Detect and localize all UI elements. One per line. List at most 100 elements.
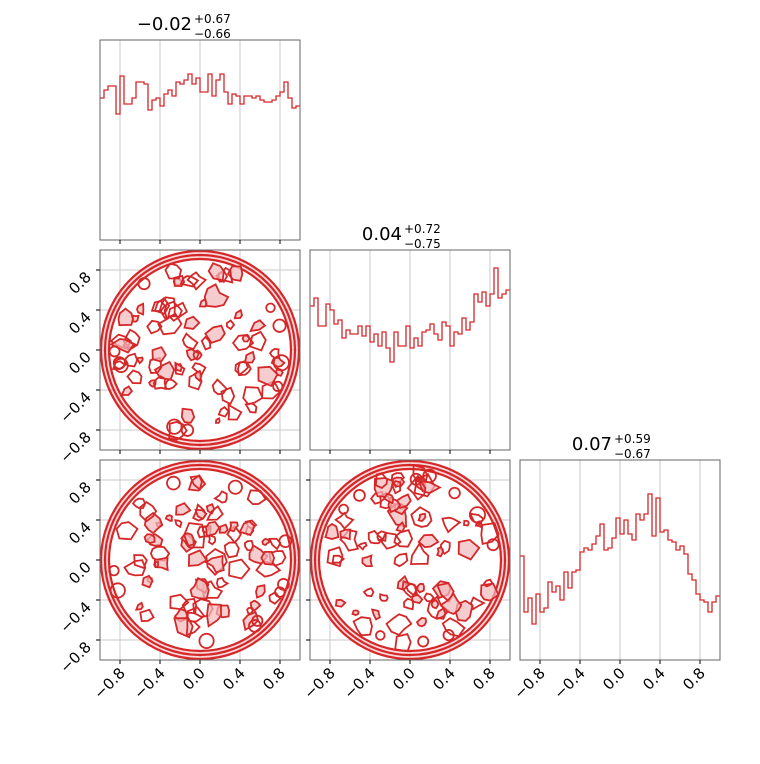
y-tick-label: −0.8 (56, 638, 94, 676)
contour-island (164, 514, 173, 522)
x-tick-label: −0.8 (90, 664, 128, 702)
contour-island (468, 512, 485, 526)
x-tick-label: −0.4 (130, 664, 168, 702)
y-tick-label: −0.4 (56, 598, 94, 636)
contour-edge-loop (248, 619, 262, 633)
x-tick-label: 0.0 (179, 664, 209, 694)
contour-edge-loop (277, 577, 290, 591)
contour-island (134, 601, 144, 611)
contour-edge-loop (137, 277, 151, 291)
contour-island (463, 519, 470, 527)
contour-ring (107, 467, 293, 653)
contour-island (244, 402, 258, 414)
contour-island (394, 632, 412, 653)
contour-island (157, 312, 183, 336)
x-tick-label: 0.8 (469, 664, 499, 694)
axis-ticks (119, 240, 281, 244)
contour-edge-loop (278, 534, 293, 549)
contour-island (324, 522, 340, 540)
contour-island (385, 613, 413, 636)
contour-island (183, 522, 206, 549)
contour-island (131, 497, 147, 509)
contour-edge-loop (422, 468, 437, 484)
contour-ring (313, 463, 507, 657)
contour-island (367, 529, 384, 545)
contour-island (261, 537, 272, 547)
contour-edge-loop (166, 475, 181, 491)
contour-layer (100, 460, 300, 660)
contour-island (441, 516, 462, 534)
contour-island (169, 593, 190, 611)
axis-ticks (96, 269, 100, 431)
contour-island (233, 308, 243, 320)
contour-island (180, 407, 196, 424)
x-tick-label: −0.4 (340, 664, 378, 702)
contour-island (227, 403, 243, 421)
contour-island (141, 574, 154, 589)
contour-island (120, 385, 134, 396)
x-tick-label: −0.8 (510, 664, 548, 702)
contour-island (409, 542, 430, 566)
panel-title: 0.07 +0.59−0.67 (572, 432, 651, 461)
y-tick-label: 0.0 (65, 558, 95, 588)
grid-lines (539, 460, 701, 660)
histogram-step-line (100, 73, 300, 115)
contour-island (228, 521, 239, 533)
contour-island (268, 591, 282, 605)
contour-island (249, 599, 262, 612)
contour-island (403, 597, 415, 611)
title-lower-error: −0.66 (194, 27, 231, 41)
contour-island (215, 576, 230, 589)
x-tick-label: 0.4 (429, 664, 459, 694)
contour-island (260, 551, 276, 566)
contour-island (207, 262, 225, 282)
contour-edge-loop (442, 629, 455, 642)
contour-island (470, 596, 486, 611)
y-tick-label: 0.4 (65, 308, 95, 338)
contour-island (225, 319, 236, 331)
contour-island (238, 520, 256, 537)
contour-island (203, 283, 230, 308)
x-tick-label: 0.8 (259, 664, 289, 694)
contour-edge-loop (180, 423, 195, 437)
contour-island (143, 533, 156, 545)
histogram-step-line (310, 267, 510, 363)
contour-island (223, 541, 240, 559)
contour-island (186, 271, 208, 291)
axis-ticks (96, 479, 100, 641)
contour-island (334, 598, 347, 608)
contour-island (174, 361, 186, 376)
x-tick-label: −0.8 (300, 664, 338, 702)
title-upper-error: +0.59 (614, 432, 651, 446)
contour-island (331, 554, 346, 564)
axis-ticks (119, 450, 281, 454)
contour-edge-loop (375, 630, 386, 641)
contour-island (391, 480, 402, 495)
contour-edge-loop (227, 479, 243, 495)
contour-edge-loop (109, 582, 126, 599)
y-tick-label: 0.4 (65, 518, 95, 548)
contour-edge-loop (338, 503, 350, 515)
contour-island (205, 504, 224, 521)
contour-island (226, 525, 242, 544)
contour-island (189, 475, 203, 491)
contour-island (383, 492, 395, 505)
contour-island (150, 299, 166, 313)
contour-ring (100, 460, 300, 660)
contour-island (334, 511, 355, 530)
contour-edge-loop (166, 418, 183, 435)
contour-island (339, 529, 360, 552)
contour-island (200, 335, 212, 351)
contour-island (183, 315, 201, 330)
contour-island (268, 347, 281, 359)
contour-island (115, 521, 139, 541)
contour-edge-loop (272, 380, 284, 392)
contour-island (213, 490, 228, 504)
contour-island (153, 560, 160, 569)
contour-island (326, 546, 344, 568)
contour-island (231, 333, 255, 352)
contour-island (174, 519, 183, 529)
contour-island (139, 500, 158, 523)
contour-island (122, 328, 141, 349)
contour-island (374, 472, 389, 489)
